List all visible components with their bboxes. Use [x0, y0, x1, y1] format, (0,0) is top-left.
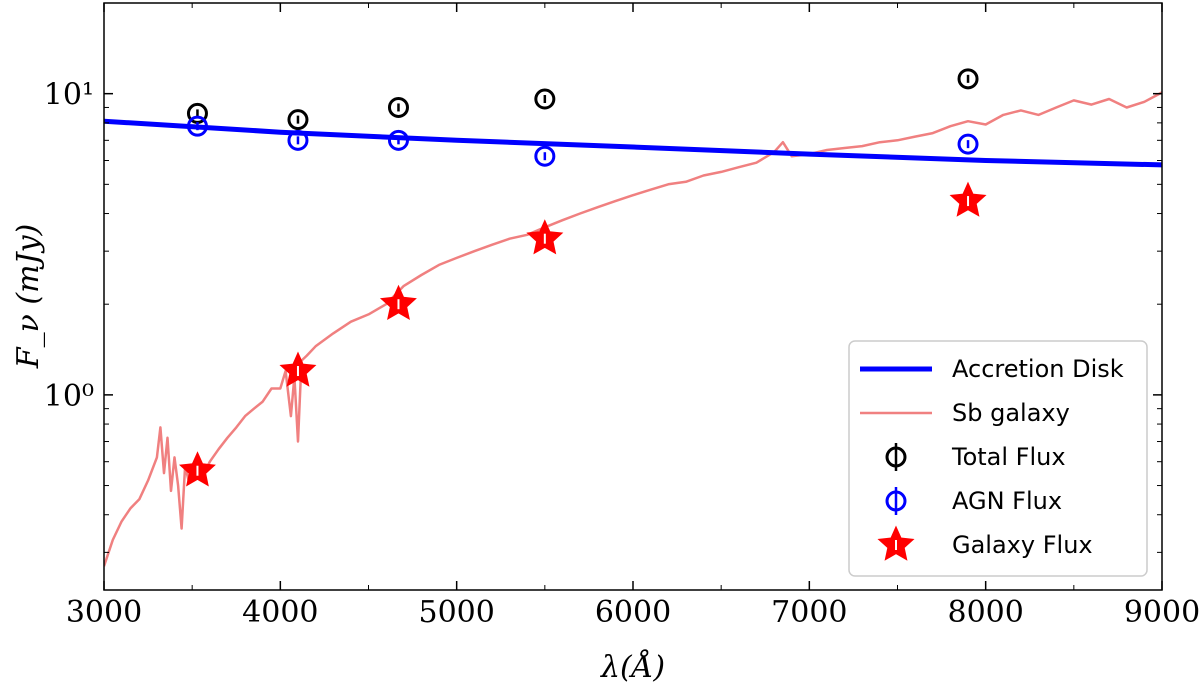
y-axis-label: F_ν (mJy): [11, 224, 46, 369]
agn-flux-point: [287, 129, 309, 151]
legend-label-galaxy-flux: Galaxy Flux: [952, 531, 1093, 559]
y-tick-label: 10¹: [44, 78, 94, 113]
legend-label-accretion-disk: Accretion Disk: [952, 355, 1124, 383]
legend-label-sb-galaxy: Sb galaxy: [952, 399, 1070, 427]
x-tick-label: 7000: [771, 595, 847, 630]
series-line-sb-galaxy: [104, 91, 1162, 567]
total-flux-point: [387, 96, 409, 118]
x-tick-label: 6000: [595, 595, 671, 630]
axis-ticks: 3000 4000 5000 6000 7000 8000 9000 10⁰ 10¹: [44, 2, 1200, 630]
total-flux-point: [534, 88, 556, 110]
total-flux-point: [287, 109, 309, 131]
series-line-accretion-disk: [104, 118, 1162, 168]
y-tick-label: 10⁰: [44, 379, 94, 414]
legend-label-agn-flux: AGN Flux: [952, 487, 1062, 515]
x-tick-label: 9000: [1124, 595, 1200, 630]
x-tick-label: 3000: [66, 595, 142, 630]
legend-box: [848, 340, 1148, 577]
x-tick-label: 5000: [418, 595, 494, 630]
x-tick-label: 8000: [947, 595, 1023, 630]
x-axis-label: λ(Å): [600, 649, 665, 685]
agn-flux-point: [186, 115, 208, 137]
agn-flux-point: [534, 145, 556, 167]
total-flux-point: [957, 68, 979, 90]
legend: Accretion Disk Sb galaxy Total Flux AGN Flu…: [848, 340, 1148, 577]
legend-label-total-flux: Total Flux: [951, 443, 1066, 471]
agn-flux-point: [387, 129, 409, 151]
x-tick-label: 4000: [242, 595, 318, 630]
agn-flux-point: [957, 133, 979, 155]
